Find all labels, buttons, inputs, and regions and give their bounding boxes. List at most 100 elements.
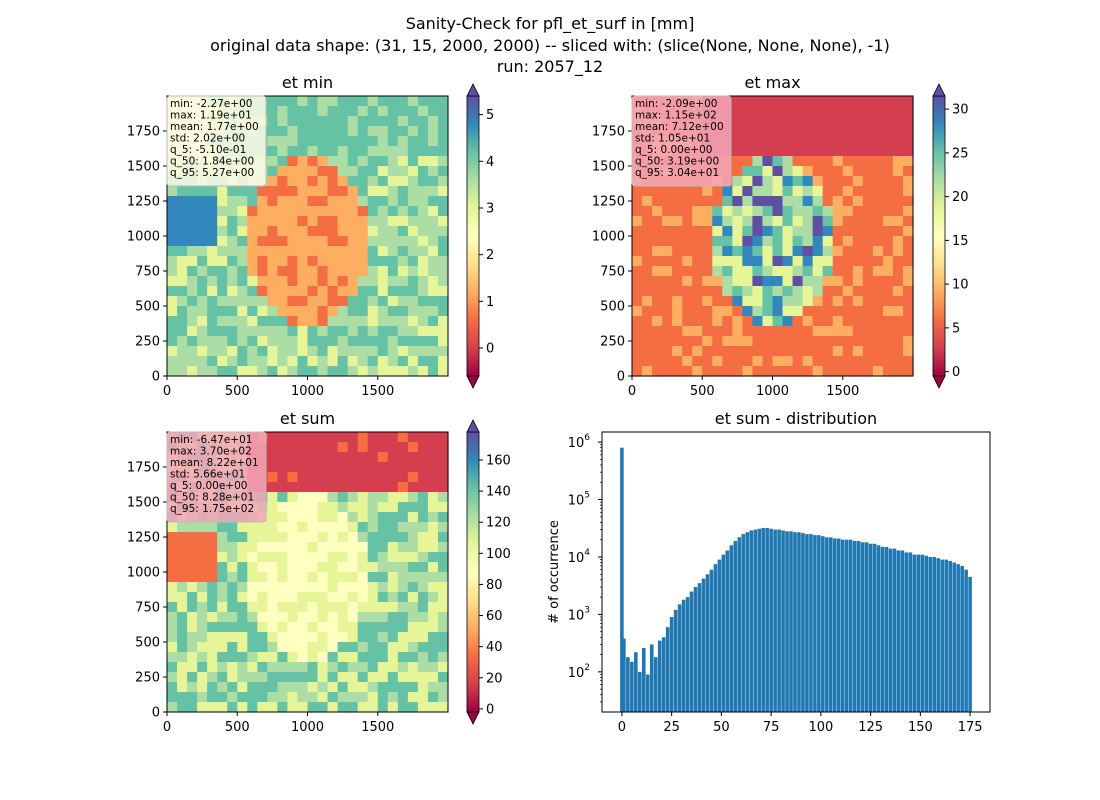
histogram-bar: [833, 538, 837, 712]
heatmap-cell: [822, 156, 834, 167]
heatmap-cell: [227, 316, 238, 327]
heatmap-cell: [772, 286, 784, 297]
heatmap-cell: [337, 366, 349, 377]
heatmap-cell: [712, 346, 723, 357]
heatmap-cell: [812, 176, 824, 187]
x-tick-label: 100: [808, 720, 833, 735]
heatmap-cell: [337, 146, 349, 157]
heatmap-cell: [277, 196, 289, 207]
heatmap-cell: [792, 316, 804, 327]
heatmap-cell: [702, 246, 713, 257]
heatmap-cell: [307, 126, 319, 137]
heatmap-cell: [672, 296, 683, 307]
heatmap-cell: [407, 106, 419, 117]
heatmap-cell: [387, 316, 399, 327]
heatmap-cell: [427, 492, 439, 503]
heatmap-cell: [167, 246, 178, 257]
heatmap-cell: [792, 116, 804, 127]
histogram-bar: [952, 562, 956, 712]
heatmap-cell: [672, 266, 683, 277]
heatmap-cell: [227, 226, 238, 237]
heatmap-cell: [257, 702, 268, 713]
heatmap-cell: [167, 602, 178, 613]
heatmap-cell: [742, 346, 754, 357]
heatmap-cell: [642, 216, 653, 227]
heatmap-cell: [802, 256, 814, 267]
heatmap-cell: [307, 316, 319, 327]
heatmap-cell: [387, 482, 399, 493]
heatmap-cell: [207, 186, 218, 197]
heatmap-cell: [632, 286, 643, 297]
heatmap-cell: [177, 216, 188, 227]
heatmap-cell: [407, 652, 419, 663]
heatmap-cell: [892, 256, 904, 267]
heatmap-cell: [257, 236, 268, 247]
heatmap-cell: [712, 256, 723, 267]
heatmap-cell: [287, 166, 299, 177]
heatmap-cell: [167, 196, 178, 207]
heatmap-cell: [792, 296, 804, 307]
heatmap-cell: [852, 296, 864, 307]
heatmap-cell: [337, 306, 349, 317]
heatmap-cell: [802, 246, 814, 257]
histogram-bar: [936, 558, 941, 712]
heatmap-cell: [347, 452, 359, 463]
heatmap-cell: [327, 286, 339, 297]
heatmap-cell: [742, 336, 754, 347]
heatmap-cell: [297, 702, 309, 713]
heatmap-cell: [387, 246, 399, 257]
heatmap-cell: [437, 136, 449, 147]
heatmap-cell: [227, 692, 238, 703]
heatmap-cell: [732, 146, 743, 157]
heatmap-cell: [852, 356, 864, 367]
heatmap-cell: [702, 326, 713, 337]
heatmap-cell: [377, 96, 389, 107]
colorbar-tick-label: 60: [486, 609, 503, 624]
heatmap-cell: [802, 326, 814, 337]
heatmap-cell: [407, 632, 419, 643]
heatmap-cell: [387, 552, 399, 563]
heatmap-cell: [347, 532, 359, 543]
heatmap-cell: [267, 672, 278, 683]
heatmap-cell: [317, 286, 329, 297]
heatmap-cell: [652, 306, 663, 317]
heatmap-cell: [832, 126, 844, 137]
heatmap-cell: [287, 622, 299, 633]
heatmap-cell: [772, 166, 784, 177]
heatmap-cell: [197, 336, 208, 347]
heatmap-cell: [347, 522, 359, 533]
heatmap-cell: [367, 346, 379, 357]
heatmap-cell: [237, 622, 248, 633]
heatmap-cell: [397, 156, 409, 167]
heatmap-cell: [307, 246, 319, 257]
heatmap-cell: [732, 156, 743, 167]
heatmap-cell: [397, 286, 409, 297]
heatmap-cell: [902, 246, 914, 257]
heatmap-cell: [632, 316, 643, 327]
heatmap-cell: [652, 276, 663, 287]
heatmap-cell: [347, 126, 359, 137]
heatmap-cell: [842, 186, 854, 197]
y-tick-label: 1000: [127, 566, 160, 581]
heatmap-cell: [387, 672, 399, 683]
heatmap-cell: [642, 196, 653, 207]
heatmap-cell: [722, 216, 733, 227]
heatmap-cell: [742, 306, 754, 317]
heatmap-cell: [267, 692, 278, 703]
heatmap-cell: [662, 346, 673, 357]
heatmap-cell: [902, 116, 914, 127]
heatmap-cell: [287, 216, 299, 227]
heatmap-cell: [337, 166, 349, 177]
heatmap-cell: [347, 602, 359, 613]
heatmap-cell: [307, 216, 319, 227]
histogram-bar: [956, 564, 960, 712]
heatmap-cell: [277, 672, 289, 683]
y-tick-label: 106: [568, 433, 591, 451]
histogram-bar: [876, 545, 881, 712]
heatmap-cell: [287, 552, 299, 563]
heatmap-cell: [397, 612, 409, 623]
heatmap-cell: [662, 226, 673, 237]
heatmap-cell: [397, 672, 409, 683]
heatmap-cell: [247, 196, 258, 207]
heatmap-cell: [307, 482, 319, 493]
